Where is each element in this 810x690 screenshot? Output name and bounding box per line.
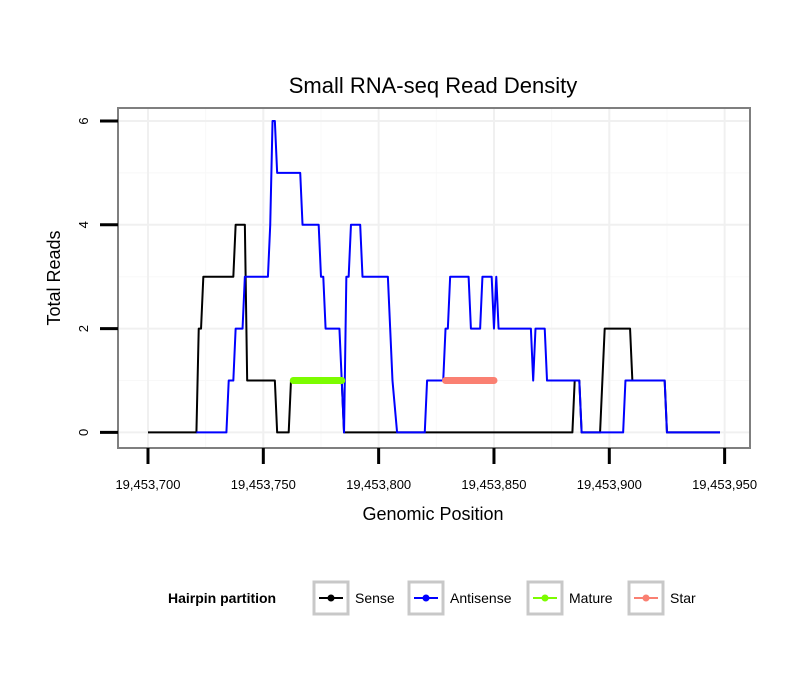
grid-lines: [118, 108, 750, 448]
legend-key-star: [627, 580, 665, 616]
y-axis-title: Total Reads: [44, 230, 64, 325]
legend-label-mature: Mature: [569, 590, 613, 606]
x-tick-label: 19,453,850: [461, 477, 526, 492]
legend-title: Hairpin partition: [168, 590, 276, 606]
x-axis-title: Genomic Position: [362, 504, 503, 524]
series-line-antisense: [196, 119, 721, 434]
x-tick-label: 19,453,800: [346, 477, 411, 492]
chart-title: Small RNA-seq Read Density: [289, 73, 578, 98]
x-tick-label: 19,453,700: [115, 477, 180, 492]
y-tick-label: 2: [76, 325, 91, 332]
legend-label-sense: Sense: [355, 590, 395, 606]
y-tick-label: 0: [76, 429, 91, 436]
legend: Hairpin partition Sense Antisense Mature St…: [168, 580, 696, 616]
plot-panel: [118, 108, 750, 448]
x-axis: 19,453,700 19,453,750 19,453,800 19,453,850…: [115, 448, 757, 492]
x-tick-label: 19,453,950: [692, 477, 757, 492]
x-tick-label: 19,453,750: [231, 477, 296, 492]
x-tick-label: 19,453,900: [577, 477, 642, 492]
y-axis: 0 2 4 6: [76, 117, 118, 436]
series-layer: [147, 119, 721, 434]
legend-label-star: Star: [670, 590, 696, 606]
legend-key-antisense: [407, 580, 445, 616]
legend-key-mature: [526, 580, 564, 616]
y-tick-label: 4: [76, 221, 91, 228]
plot-border: [117, 107, 751, 449]
legend-key-sense: [312, 580, 350, 616]
legend-label-antisense: Antisense: [450, 590, 512, 606]
y-tick-label: 6: [76, 117, 91, 124]
